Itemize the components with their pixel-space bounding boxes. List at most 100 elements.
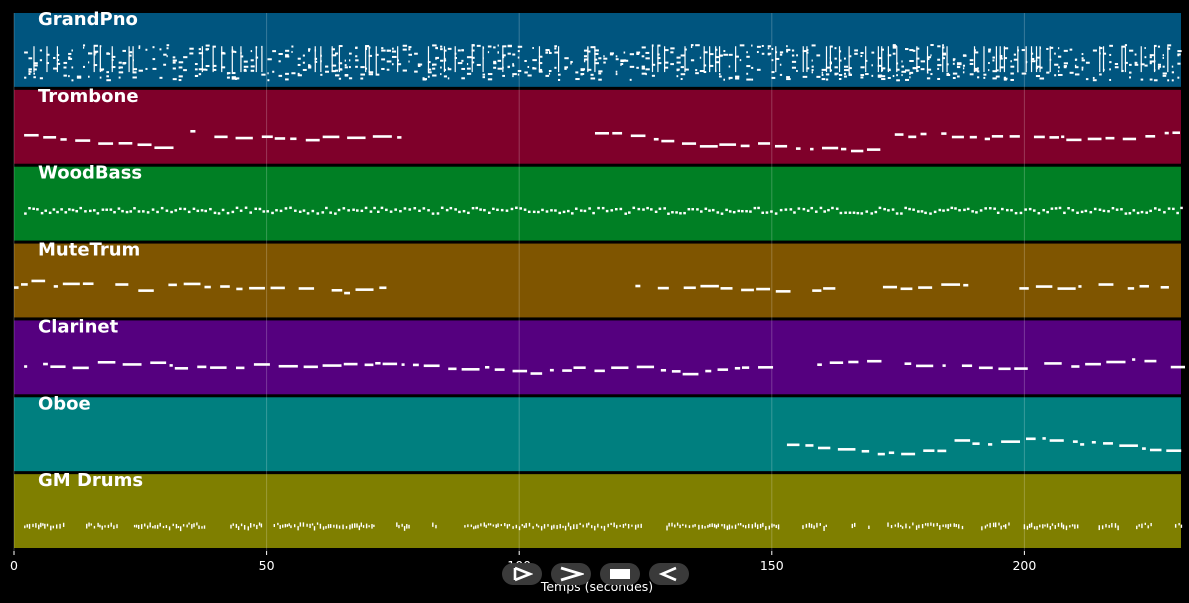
note <box>603 55 605 58</box>
note <box>651 46 654 73</box>
note <box>620 64 622 67</box>
note <box>329 211 332 214</box>
note <box>1030 46 1033 73</box>
note <box>517 73 520 76</box>
note <box>774 212 778 215</box>
note <box>117 207 121 210</box>
note <box>1039 77 1045 80</box>
note <box>39 49 43 52</box>
note <box>549 368 554 372</box>
note <box>821 73 824 76</box>
note <box>502 45 507 48</box>
note <box>737 523 740 526</box>
note <box>389 210 393 213</box>
note <box>518 526 521 531</box>
note <box>923 449 935 452</box>
note <box>574 207 578 210</box>
play-outline-button[interactable] <box>502 563 542 585</box>
note <box>744 525 747 529</box>
note <box>545 49 550 52</box>
note <box>564 66 569 69</box>
note <box>193 523 195 528</box>
note <box>709 46 711 73</box>
note <box>728 65 731 68</box>
note <box>336 524 338 529</box>
note <box>664 66 669 69</box>
note <box>676 69 679 72</box>
note <box>767 45 771 48</box>
note <box>916 57 920 60</box>
note <box>308 64 311 67</box>
note <box>598 72 602 75</box>
note <box>93 46 95 73</box>
next-button[interactable] <box>551 563 591 585</box>
note <box>892 52 896 55</box>
note <box>629 78 632 81</box>
note <box>235 77 238 80</box>
note <box>941 132 947 135</box>
note <box>988 48 992 51</box>
note <box>658 207 662 210</box>
note <box>431 212 435 215</box>
note <box>575 71 579 74</box>
note <box>1111 523 1113 528</box>
note <box>391 63 394 66</box>
note <box>500 524 502 527</box>
note <box>231 46 233 73</box>
note <box>110 522 112 527</box>
note <box>1102 209 1106 213</box>
note <box>154 525 156 529</box>
note <box>735 77 740 80</box>
note <box>1105 136 1115 140</box>
note <box>1140 210 1144 214</box>
note <box>313 526 316 531</box>
note <box>440 59 444 62</box>
note <box>39 77 43 80</box>
note <box>1091 440 1096 444</box>
note <box>152 58 156 61</box>
note <box>495 524 497 528</box>
note <box>364 206 368 210</box>
note <box>212 46 214 73</box>
note <box>113 211 116 214</box>
note <box>916 47 920 50</box>
note <box>278 74 283 77</box>
note <box>664 61 669 64</box>
note <box>905 523 907 529</box>
note <box>699 145 718 148</box>
note <box>630 134 646 138</box>
note <box>895 212 899 215</box>
note <box>440 66 442 69</box>
note <box>784 208 788 211</box>
note <box>46 523 49 527</box>
note <box>1087 137 1102 141</box>
notes-oboe <box>786 437 1182 456</box>
note <box>1057 523 1060 527</box>
note <box>285 54 289 57</box>
note <box>757 206 760 210</box>
note <box>771 59 774 62</box>
note <box>132 76 137 79</box>
note <box>132 68 138 71</box>
note <box>791 54 795 57</box>
note <box>319 523 322 529</box>
note <box>1149 60 1155 63</box>
note <box>641 46 646 49</box>
note <box>538 68 543 71</box>
note <box>50 525 52 531</box>
note <box>1111 206 1115 210</box>
note <box>1099 73 1102 76</box>
note <box>994 522 997 528</box>
note <box>882 285 898 289</box>
note <box>703 51 708 54</box>
note <box>205 44 210 47</box>
note <box>1010 78 1014 81</box>
note <box>137 143 152 147</box>
note <box>912 67 917 70</box>
rewind-button[interactable] <box>649 563 689 585</box>
note <box>851 523 854 529</box>
note <box>548 52 552 55</box>
note <box>930 54 932 57</box>
note <box>770 210 773 213</box>
stop-button[interactable] <box>600 563 640 585</box>
